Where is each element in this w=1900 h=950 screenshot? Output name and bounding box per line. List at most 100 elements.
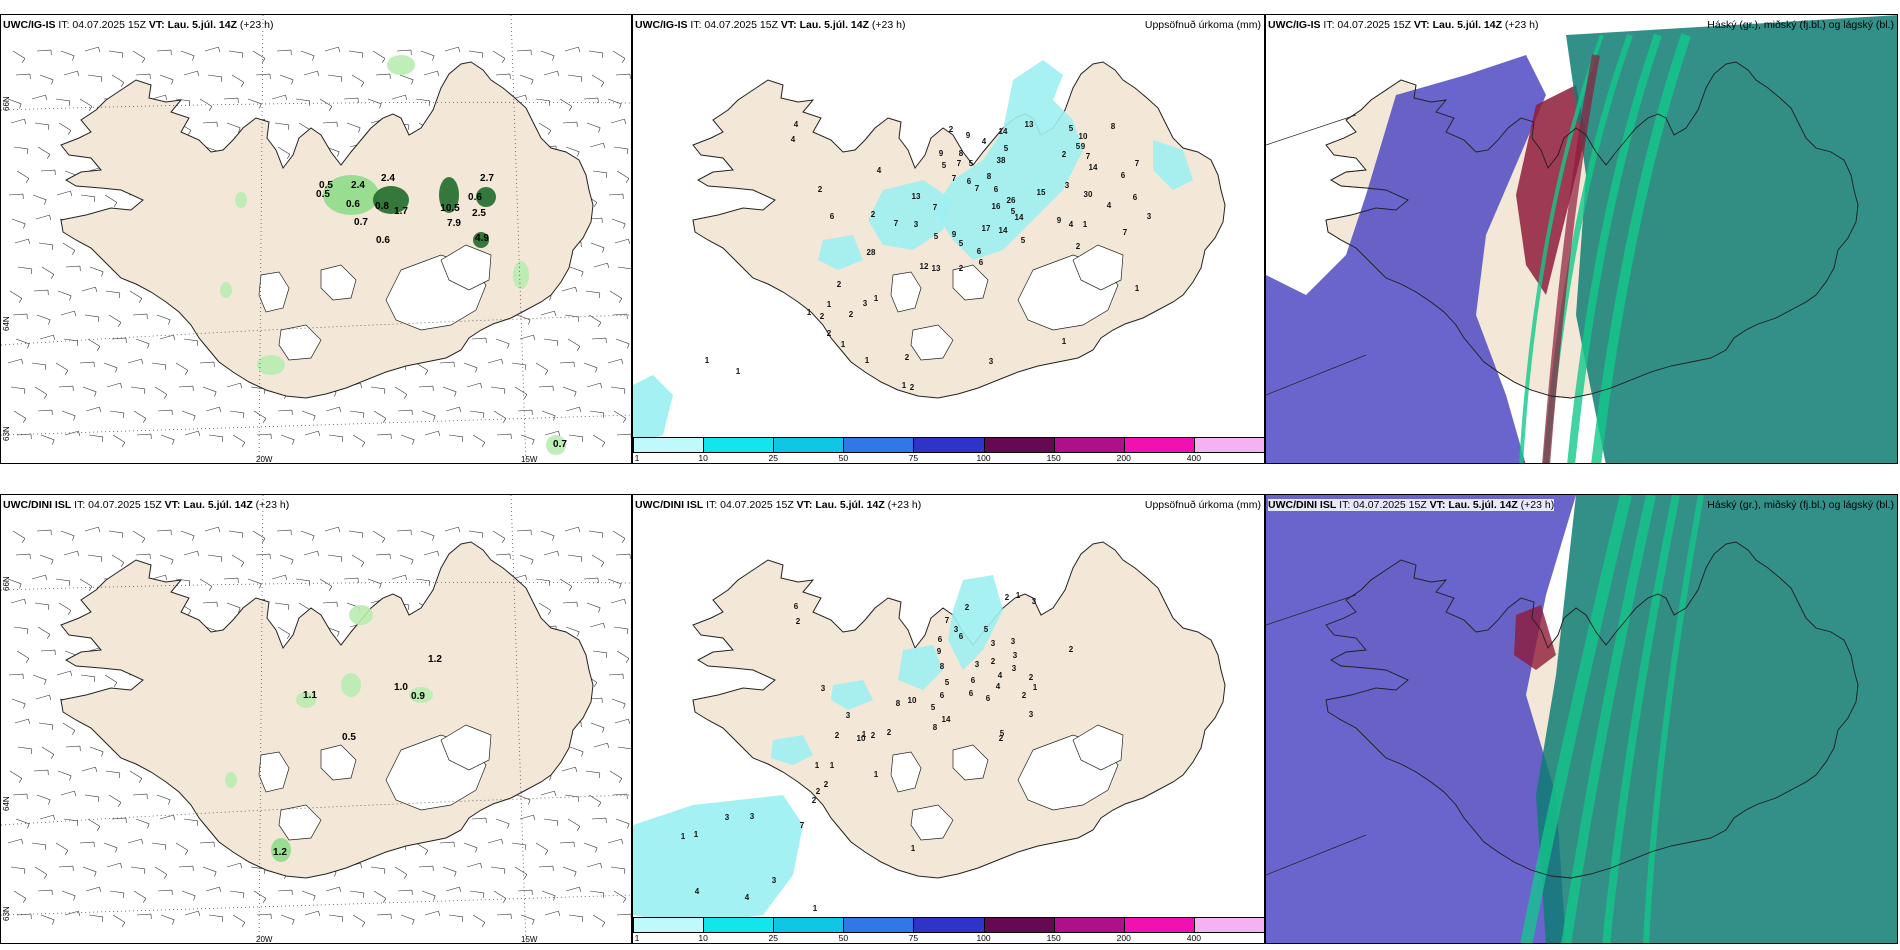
precip-value: 5 [1011,207,1016,216]
panel-right-title: Uppsöfnuð úrkoma (mm) [1144,19,1261,31]
wind-value: 2.4 [351,180,365,191]
precip-value: 7 [1135,159,1140,168]
map-panel-bottom-middle: UWC/DINI ISL IT: 04.07.2025 15Z VT: Lau.… [632,494,1265,944]
wind-value: 1.0 [394,682,408,693]
precip-value: 2 [1029,673,1034,682]
precip-value: 1 [1033,683,1038,692]
precip-value: 6 [967,177,972,186]
precip-value: 8 [940,662,945,671]
precip-value: 9 [1057,216,1062,225]
lon-label-15: 15W [521,455,538,464]
colorbar-label: 150 [1046,933,1061,943]
precip-value: 2 [837,280,842,289]
colorbar-label: 1 [634,933,640,943]
precip-value: 26 [1007,196,1016,205]
panel-header: UWC/DINI ISL IT: 04.07.2025 15Z VT: Lau.… [635,499,922,511]
glacier [1072,244,1124,291]
precip-value: 6 [1133,193,1138,202]
precip-value: 7 [957,159,962,168]
colorbar-segment [913,437,985,453]
wind-value: 7.9 [447,218,461,229]
precip-value: 1 [705,356,710,365]
precip-value: 3 [914,220,919,229]
glacier [320,264,357,301]
glacier [320,744,357,781]
precip-value: 7 [1086,152,1091,161]
wind-value: 0.5 [342,732,356,743]
precip-value: 4 [791,135,796,144]
colorbar-segment [1053,917,1125,933]
lat-label-64: 64N [633,336,635,351]
glaciers [890,244,1124,361]
precip-value: 6 [794,602,799,611]
lat-label-63: 63N [2,426,11,441]
panel-header: UWC/IG-IS IT: 04.07.2025 15Z VT: Lau. 5.… [3,19,274,31]
wind-value: 1.7 [394,206,408,217]
colorbar-segment [843,917,915,933]
precip-value: 7 [800,821,805,830]
colorbar-segment [773,917,845,933]
map-panel-top-middle: UWC/IG-IS IT: 04.07.2025 15Z VT: Lau. 5.… [632,14,1265,464]
colorbar-label: 50 [838,933,849,943]
wind-value: 0.5 [319,180,333,191]
precip-value: 7 [1123,228,1128,237]
precip-value: 6 [986,694,991,703]
precip-colorbar: 1 10 25 50 75 100 150 200 400 [633,437,1264,463]
precip-value: 13 [1025,120,1034,129]
colorbar-label: 200 [1116,453,1131,463]
precip-value: 7 [933,203,938,212]
colorbar-segment [1193,437,1264,453]
colorbar-label: 100 [976,453,991,463]
colorbar-label: 10 [698,453,708,463]
precip-value: 1 [874,294,879,303]
precip-value: 3 [1011,637,1016,646]
precip-value: 1 [862,730,867,739]
cloud-map [1266,495,1897,943]
glacier [278,804,322,841]
colorbar-segment [843,437,915,453]
glacier [440,724,492,771]
precip-value: 6 [830,212,835,221]
wind-value: 0.5 [316,189,330,200]
precip-value: 2 [820,312,825,321]
lat-label-64: 64N [2,316,11,331]
precip-value: 16 [992,202,1001,211]
precip-value: 3 [821,684,826,693]
precip-value: 1 [815,761,820,770]
precip-cyan-overlay [818,60,1193,270]
precip-cyan-overlay [771,575,1003,765]
wind-map: 1.2 1.1 1.00.9 0.5 1.2 66N 64N 63N 20W 15W [1,495,631,943]
precip-green-areas [220,55,566,455]
precip-value: 5 [984,625,989,634]
glacier [910,804,954,841]
glacier [910,324,954,361]
precip-value: 3 [1029,710,1034,719]
wind-value: 0.7 [354,217,368,228]
precip-value: 2 [827,329,832,338]
precip-value: 10 [1079,132,1088,141]
precip-value: 2 [887,728,892,737]
wind-value: 10.5 [440,203,460,214]
precip-value: 1 [865,356,870,365]
precip-value: 2 [949,125,954,134]
precip-value: 9 [952,230,957,239]
iceland-land [60,61,594,399]
precip-value: 2 [1022,691,1027,700]
precip-value: 15 [1037,188,1046,197]
precip-value: 1 [911,844,916,853]
lat-label-66: 66N [633,576,635,591]
glacier [278,324,322,361]
precip-value: 1 [813,904,818,913]
precip-value: 8 [933,723,938,732]
precip-value: 6 [994,185,999,194]
panel-header: UWC/DINI ISL IT: 04.07.2025 15Z VT: Lau.… [1268,499,1555,511]
precip-value: 7 [975,184,980,193]
precip-value: 2 [835,731,840,740]
panel-right-title: Háský (gr.), miðský (fj.bl.) og lágský (… [1707,19,1894,31]
glaciers [258,244,492,361]
glacier [258,751,290,793]
colorbar-segment [633,437,705,453]
glacier [890,751,922,793]
lat-label-66: 66N [633,96,635,111]
